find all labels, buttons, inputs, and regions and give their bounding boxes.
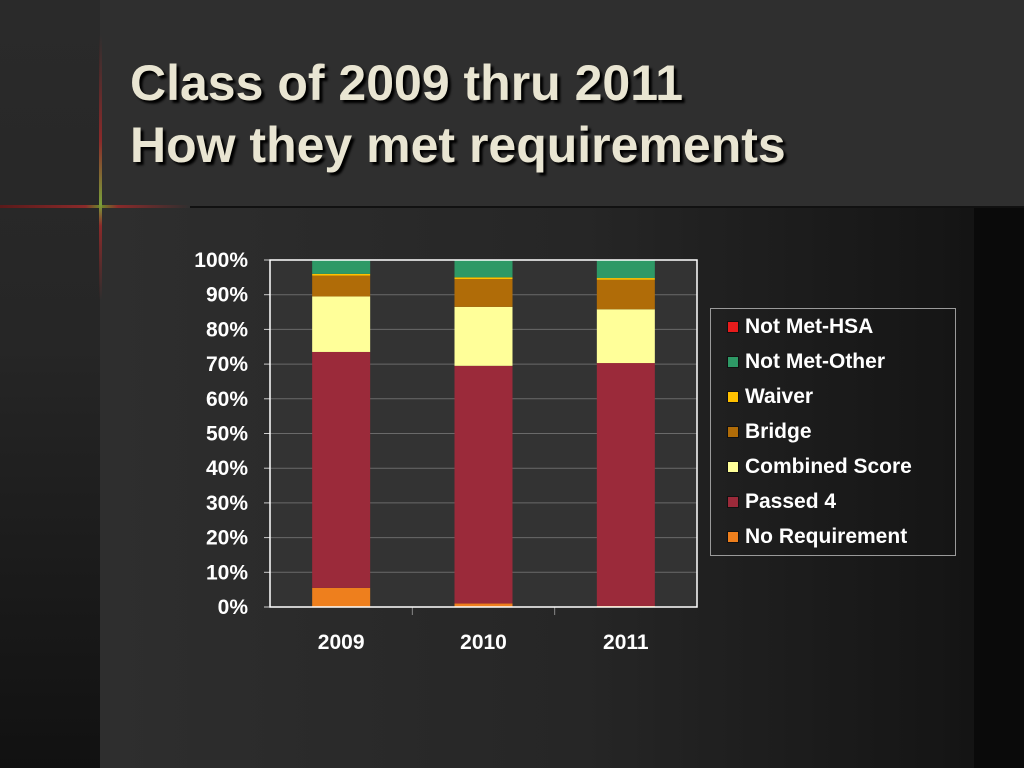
decorative-vertical-line (99, 35, 102, 300)
y-tick-label: 40% (206, 457, 248, 480)
legend-swatch (727, 496, 739, 508)
x-tick-label: 2009 (318, 631, 365, 654)
bar-segment (312, 296, 371, 352)
slide-title: Class of 2009 thru 2011 How they met req… (130, 52, 786, 176)
bar-segment (596, 363, 655, 606)
legend-item: Combined Score (727, 454, 955, 489)
decorative-horizontal-line (0, 205, 190, 208)
x-tick-label: 2010 (460, 631, 507, 654)
legend-item: Not Met-HSA (727, 314, 955, 349)
bar-segment (454, 306, 513, 366)
legend-item: Not Met-Other (727, 349, 955, 384)
bar-segment (312, 260, 371, 274)
slide-title-line-1: Class of 2009 thru 2011 (130, 55, 684, 111)
legend-item: No Requirement (727, 524, 955, 559)
legend-swatch (727, 356, 739, 368)
bar-segment (454, 260, 513, 278)
y-tick-label: 30% (206, 492, 248, 515)
chart-legend: Not Met-HSA Not Met-Other Waiver Bridge Comb… (710, 308, 956, 556)
legend-swatch (727, 461, 739, 473)
legend-swatch (727, 321, 739, 333)
bar-segment (312, 273, 371, 276)
y-tick-label: 80% (206, 318, 248, 341)
legend-item: Waiver (727, 384, 955, 419)
bar-segment (596, 279, 655, 310)
y-tick-label: 100% (194, 249, 248, 272)
bar-segment (596, 309, 655, 364)
x-tick-label: 2011 (603, 631, 649, 654)
bar-segment (454, 603, 513, 607)
bar-segment (312, 275, 371, 297)
legend-swatch (727, 391, 739, 403)
y-tick-label: 70% (206, 353, 248, 376)
y-tick-label: 0% (218, 596, 249, 619)
legend-label: Not Met-Other (745, 350, 885, 373)
legend-label: Combined Score (745, 455, 912, 478)
y-tick-label: 10% (206, 561, 248, 584)
bar-segment (596, 260, 655, 279)
legend-label: Not Met-HSA (745, 315, 874, 338)
legend-label: Waiver (745, 385, 814, 408)
right-band (974, 208, 1024, 768)
legend-item: Bridge (727, 419, 955, 454)
legend-swatch (727, 426, 739, 438)
bar-segment (596, 278, 655, 280)
bar-segment (454, 365, 513, 604)
slide-title-line-2: How they met requirements (130, 117, 786, 173)
bar-segment (454, 279, 513, 307)
bar-segment (454, 277, 513, 280)
header-area (100, 0, 1024, 208)
bar-segment (312, 587, 371, 607)
y-tick-label: 90% (206, 284, 248, 307)
left-band (0, 0, 100, 768)
header-divider (190, 206, 1024, 208)
y-tick-label: 60% (206, 388, 248, 411)
bar-segment (312, 351, 371, 588)
plot-border (269, 259, 698, 608)
legend-label: No Requirement (745, 525, 908, 548)
legend-label: Bridge (745, 420, 812, 443)
y-tick-label: 20% (206, 527, 248, 550)
y-tick-label: 50% (206, 423, 248, 446)
legend-swatch (727, 531, 739, 543)
legend-item: Passed 4 (727, 489, 955, 524)
legend-label: Passed 4 (745, 490, 837, 513)
